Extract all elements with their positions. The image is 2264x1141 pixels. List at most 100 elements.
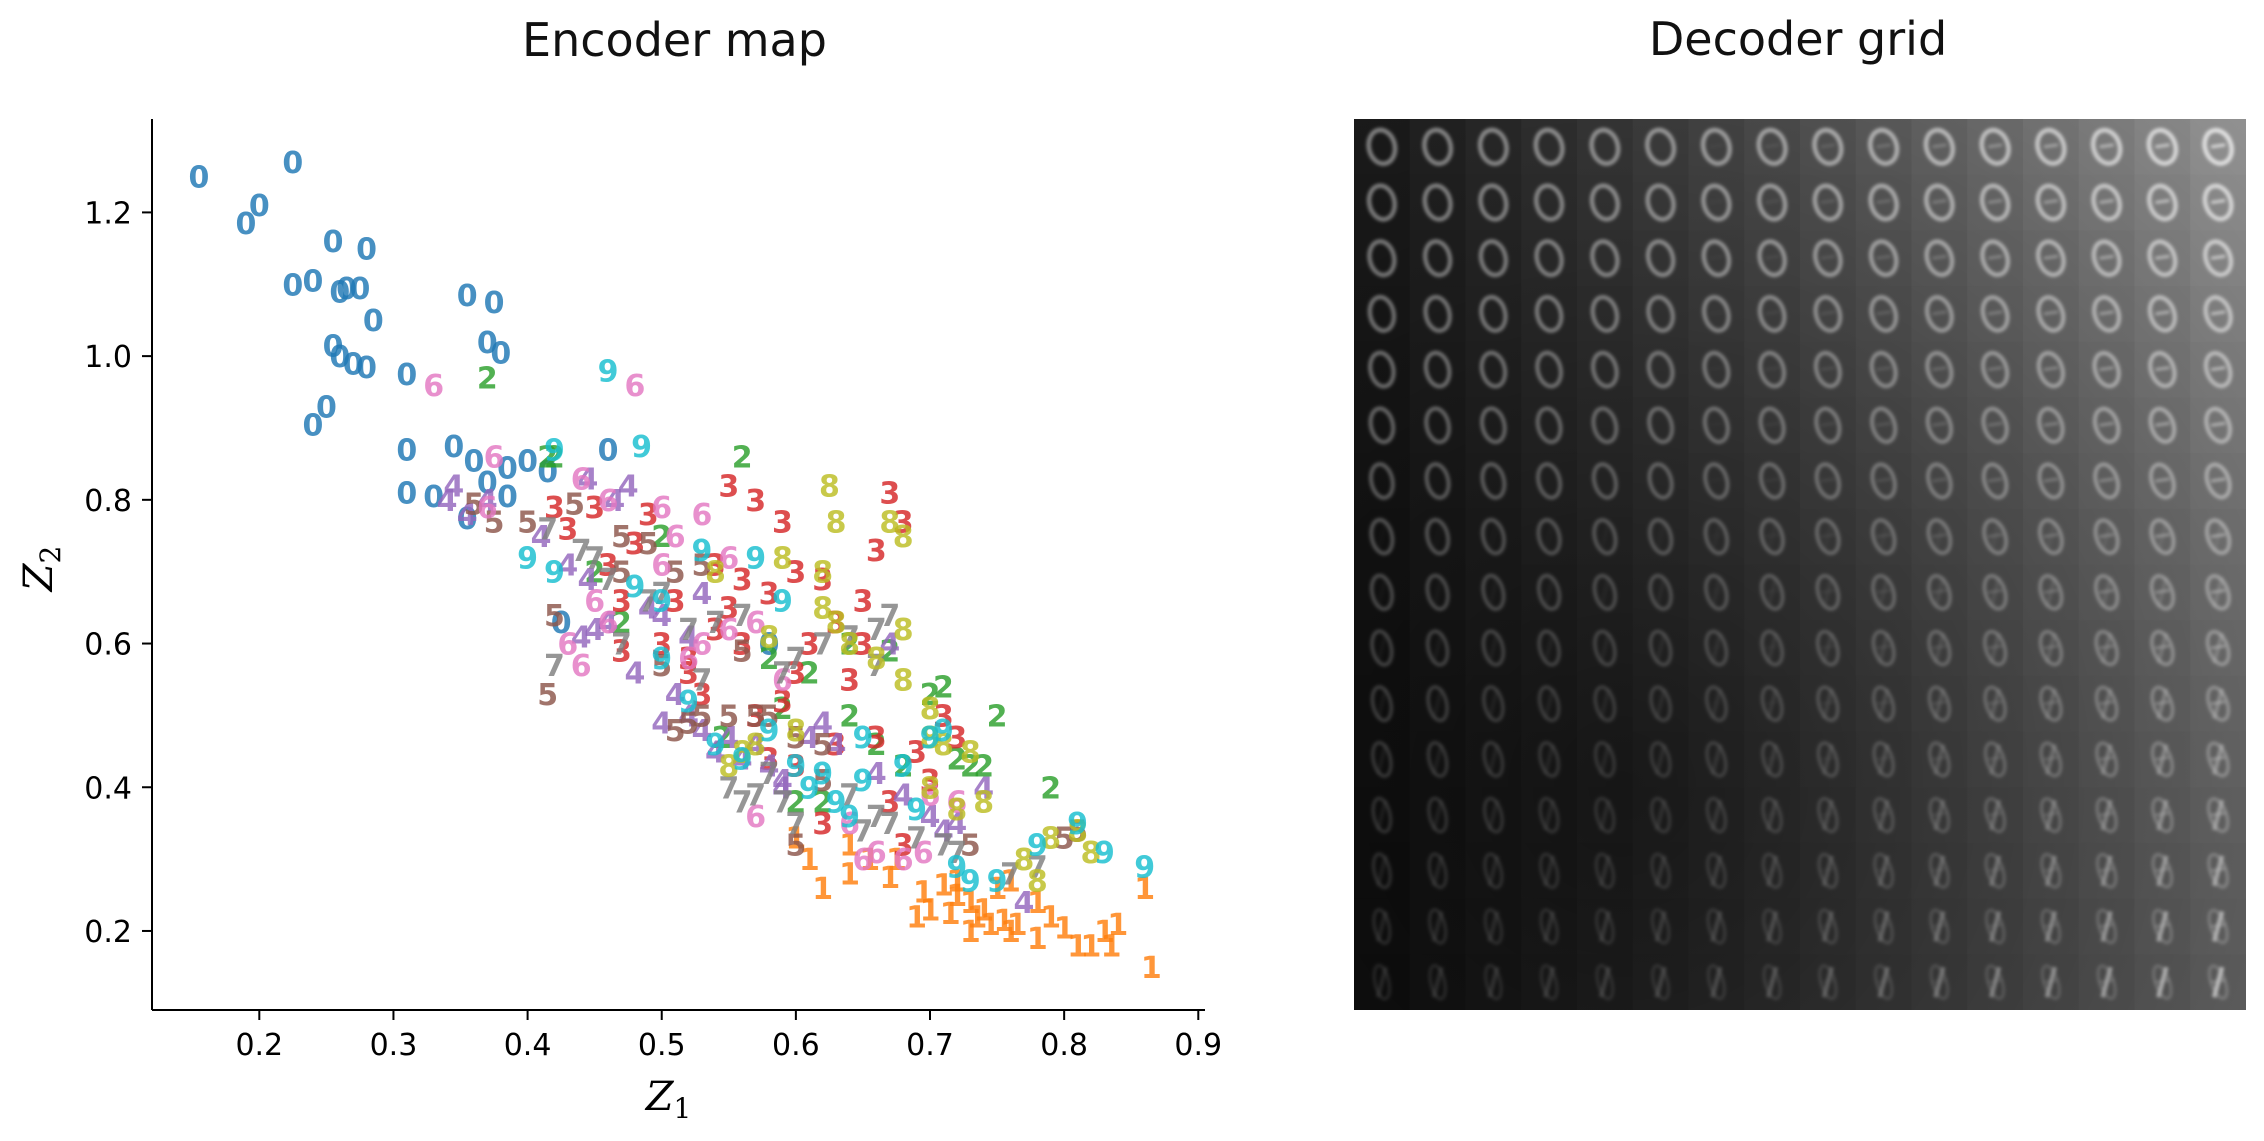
scatter-point-digit-5: 5 — [785, 721, 806, 756]
scatter-point-digit-2: 2 — [611, 606, 632, 641]
scatter-point-digit-0: 0 — [282, 146, 303, 181]
scatter-point-digit-4: 4 — [457, 498, 478, 533]
scatter-point-digit-0: 0 — [477, 466, 498, 501]
scatter-point-digit-2: 2 — [946, 743, 967, 778]
scatter-point-digit-6: 6 — [718, 541, 739, 576]
encoder-axes — [142, 119, 1205, 1020]
scatter-point-digit-8: 8 — [745, 728, 766, 763]
scatter-point-digit-9: 9 — [544, 434, 565, 469]
scatter-point-digit-5: 5 — [745, 699, 766, 734]
scatter-point-digit-8: 8 — [879, 505, 900, 540]
scatter-point-digit-7: 7 — [651, 577, 672, 612]
scatter-point-digit-0: 0 — [490, 337, 511, 372]
scatter-point-digit-3: 3 — [839, 663, 860, 698]
scatter-point-digit-5: 5 — [564, 487, 585, 522]
scatter-point-digit-9: 9 — [893, 750, 914, 785]
scatter-point-digit-3: 3 — [638, 498, 659, 533]
x-axis-label: Z1 — [644, 1074, 692, 1125]
scatter-point-digit-6: 6 — [598, 606, 619, 641]
scatter-point-digit-5: 5 — [638, 527, 659, 562]
scatter-point-digit-6: 6 — [692, 628, 713, 663]
scatter-point-digit-9: 9 — [732, 743, 753, 778]
scatter-point-digit-9: 9 — [960, 865, 981, 900]
scatter-point-digit-0: 0 — [356, 232, 377, 267]
scatter-point-digit-9: 9 — [1067, 807, 1088, 842]
scatter-point-digit-3: 3 — [866, 721, 887, 756]
scatter-point-digit-8: 8 — [920, 771, 941, 806]
scatter-point-digit-6: 6 — [866, 836, 887, 871]
scatter-point-digit-5: 5 — [463, 487, 484, 522]
scatter-point-digit-9: 9 — [906, 793, 927, 828]
scatter-point-digit-5: 5 — [812, 728, 833, 763]
scatter-point-digit-1: 1 — [1000, 915, 1021, 950]
scatter-point-digit-4: 4 — [879, 628, 900, 663]
scatter-point-digit-6: 6 — [484, 441, 505, 476]
scatter-point-digit-5: 5 — [692, 549, 713, 584]
scatter-point-digit-7: 7 — [732, 786, 753, 821]
scatter-point-digit-7: 7 — [759, 757, 780, 792]
scatter-point-digit-4: 4 — [578, 563, 599, 598]
scatter-point-digit-0: 0 — [759, 628, 780, 663]
scatter-point-digit-7: 7 — [718, 771, 739, 806]
scatter-point-digit-7: 7 — [772, 786, 793, 821]
scatter-point-digit-8: 8 — [893, 663, 914, 698]
scatter-point-digit-6: 6 — [853, 843, 874, 878]
scatter-point-digit-5: 5 — [611, 556, 632, 591]
scatter-point-digit-1: 1 — [913, 875, 934, 910]
scatter-point-digit-0: 0 — [316, 390, 337, 425]
scatter-point-digit-3: 3 — [584, 491, 605, 526]
scatter-point-digit-0: 0 — [329, 340, 350, 375]
scatter-point-digit-1: 1 — [839, 857, 860, 892]
scatter-point-digit-3: 3 — [651, 628, 672, 663]
scatter-point-digit-7: 7 — [839, 778, 860, 813]
scatter-point-digit-8: 8 — [826, 606, 847, 641]
scatter-point-digit-1: 1 — [946, 865, 967, 900]
scatter-point-digit-3: 3 — [853, 628, 874, 663]
scatter-point-digit-6: 6 — [920, 778, 941, 813]
scatter-point-digit-4: 4 — [718, 721, 739, 756]
scatter-point-digit-3: 3 — [893, 829, 914, 864]
scatter-point-digit-7: 7 — [772, 656, 793, 691]
decoder-grid-svg — [1354, 119, 2247, 1011]
scatter-point-digit-5: 5 — [718, 699, 739, 734]
scatter-point-digit-2: 2 — [477, 362, 498, 397]
scatter-point-digit-3: 3 — [718, 592, 739, 627]
scatter-point-digit-8: 8 — [1013, 843, 1034, 878]
scatter-point-digit-4: 4 — [584, 613, 605, 648]
scatter-point-digit-6: 6 — [571, 462, 592, 497]
scatter-point-digit-2: 2 — [712, 721, 733, 756]
scatter-point-digit-6: 6 — [946, 786, 967, 821]
scatter-point-digit-4: 4 — [692, 714, 713, 749]
scatter-point-digit-2: 2 — [839, 699, 860, 734]
scatter-point-digit-4: 4 — [933, 814, 954, 849]
scatter-point-digit-3: 3 — [692, 678, 713, 713]
scatter-point-digit-1: 1 — [1007, 908, 1028, 943]
scatter-point-digit-4: 4 — [578, 462, 599, 497]
scatter-point-digit-7: 7 — [745, 778, 766, 813]
scatter-point-digit-1: 1 — [1027, 886, 1048, 921]
scatter-point-digit-4: 4 — [973, 771, 994, 806]
scatter-point-digit-5: 5 — [1054, 822, 1075, 857]
scatter-point-digit-8: 8 — [1040, 822, 1061, 857]
scatter-point-digit-0: 0 — [303, 408, 324, 443]
scatter-point-digit-3: 3 — [772, 505, 793, 540]
scatter-point-digit-5: 5 — [732, 635, 753, 670]
scatter-point-digit-9: 9 — [1094, 836, 1115, 871]
scatter-point-digit-3: 3 — [866, 534, 887, 569]
scatter-point-digit-3: 3 — [946, 721, 967, 756]
scatter-point-digit-6: 6 — [651, 491, 672, 526]
scatter-point-digit-4: 4 — [745, 728, 766, 763]
scatter-point-digit-9: 9 — [598, 354, 619, 389]
scatter-point-digit-3: 3 — [557, 513, 578, 548]
encoder-map-title: Encoder map — [522, 13, 827, 67]
scatter-point-digit-9: 9 — [933, 714, 954, 749]
scatter-point-digit-3: 3 — [732, 563, 753, 598]
scatter-point-digit-9: 9 — [920, 721, 941, 756]
scatter-point-digit-9: 9 — [987, 865, 1008, 900]
scatter-point-digit-7: 7 — [879, 599, 900, 634]
x-tick-label: 0.8 — [1040, 1028, 1088, 1063]
scatter-point-digit-8: 8 — [819, 469, 840, 504]
y-tick-label: 0.6 — [84, 628, 132, 663]
scatter-point-digit-9: 9 — [745, 541, 766, 576]
scatter-point-digit-4: 4 — [477, 484, 498, 519]
